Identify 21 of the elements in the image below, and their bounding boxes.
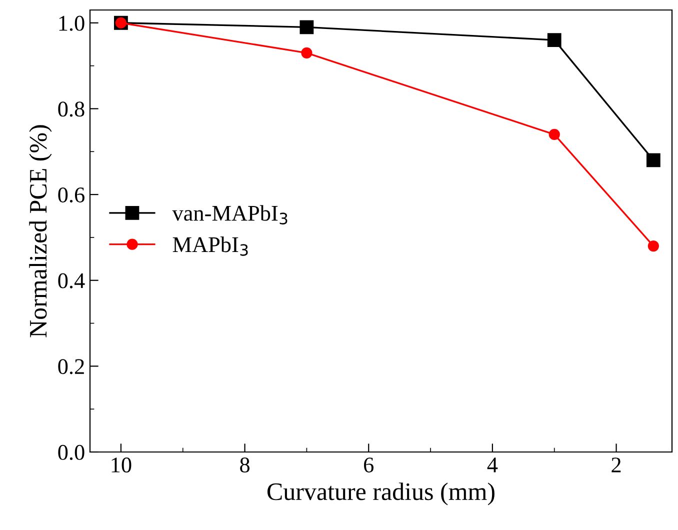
point bbox=[301, 47, 312, 58]
x-tick-label: 8 bbox=[240, 458, 250, 472]
point bbox=[548, 128, 560, 140]
x-tick-label: 4 bbox=[487, 458, 498, 472]
legend-label: van-MAPbI$_{3}$ bbox=[172, 205, 288, 224]
x-tick-label: 2 bbox=[612, 458, 621, 472]
point bbox=[300, 20, 314, 34]
y-axis-title: Normalized PCE (%) bbox=[29, 125, 52, 338]
y-tick-label: 0.4 bbox=[58, 273, 85, 288]
x-axis-title: Curvature radius (mm) bbox=[267, 482, 494, 506]
y-tick-label: 0.8 bbox=[58, 102, 84, 117]
x-tick-label: 10 bbox=[112, 458, 132, 472]
y-tick-label: 0.6 bbox=[58, 187, 84, 203]
y-tick-label: 0.0 bbox=[58, 444, 84, 460]
x-tick-label: 6 bbox=[364, 458, 374, 472]
legend-label: MAPbI$_{3}$ bbox=[172, 236, 248, 256]
point bbox=[648, 240, 659, 252]
point bbox=[547, 33, 562, 47]
point bbox=[646, 153, 660, 168]
y-tick-label: 1.0 bbox=[59, 16, 84, 31]
y-tick-label: 0.2 bbox=[58, 359, 84, 374]
